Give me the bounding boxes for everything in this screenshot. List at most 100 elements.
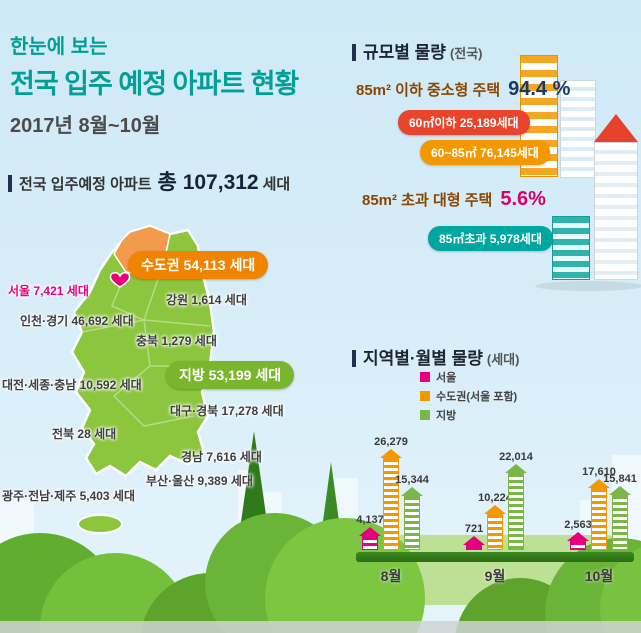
bar-value-label: 2,563	[564, 519, 592, 531]
bar-roof-icon	[588, 479, 610, 488]
large-housing-pct: 5.6%	[500, 188, 546, 210]
scale-title-scope: (전국)	[449, 46, 483, 61]
legend-item-capital: 수도권(서울 포함)	[420, 388, 517, 404]
label-incheon-gyeonggi: 인천·경기 46,692 세대	[20, 314, 134, 328]
regional-total-badge: 지방 53,199 세대	[166, 361, 295, 389]
bar-roof-icon	[567, 532, 589, 541]
bar-value-label: 22,014	[499, 451, 533, 463]
chart-months: 8월 9월 10월	[356, 566, 634, 586]
monthly-title-text: 지역별·월별 물량	[363, 349, 483, 368]
map-jeju-island	[77, 514, 123, 534]
badge-under-60: 60㎡이하 25,189세대	[398, 110, 530, 135]
bar-수도권(서울 포함)-9월: 10,224	[478, 492, 512, 550]
bar-body	[466, 545, 482, 550]
legend-swatch-regional	[420, 410, 430, 420]
bar-지방-8월: 15,344	[395, 474, 429, 550]
building-shadow	[535, 281, 641, 291]
month-label-10월: 10월	[584, 568, 614, 584]
bar-value-label: 17,610	[582, 466, 616, 478]
label-gwangju-jeonnam-jeju: 광주·전남·제주 5,403 세대	[2, 489, 136, 503]
bar-수도권(서울 포함)-10월: 17,610	[582, 466, 616, 550]
legend-item-regional: 지방	[420, 407, 517, 423]
label-chungbuk: 충북 1,279 세대	[136, 334, 217, 348]
label-gyeongnam: 경남 7,616 세대	[181, 450, 262, 464]
bar-value-label: 15,841	[603, 473, 637, 485]
bar-서울-8월: 4,137	[356, 514, 384, 550]
month-label-9월: 9월	[484, 568, 506, 584]
bar-body	[591, 488, 607, 550]
bar-roof-icon	[380, 449, 402, 458]
building-red-roof-icon	[594, 114, 638, 142]
legend-label-capital: 수도권(서울 포함)	[436, 391, 518, 403]
monthly-section-title: 지역별·월별 물량 (세대)	[352, 344, 519, 369]
label-daejeon-sejong-chungnam: 대전·세종·충남 10,592 세대	[2, 378, 142, 392]
map-mainland	[70, 224, 216, 478]
bar-group-8월: 4,137 26,279 15,344	[356, 436, 429, 550]
bar-body	[404, 496, 420, 550]
bar-value-label: 721	[464, 523, 484, 535]
bar-value-label: 4,137	[356, 514, 384, 526]
bar-roof-icon	[463, 536, 485, 545]
badge-over-85: 85㎡초과 5,978세대	[428, 226, 553, 251]
bar-roof-icon	[609, 486, 631, 495]
total-line: 전국 입주예정 아파트 총 107,312 세대	[8, 166, 290, 196]
bar-지방-9월: 22,014	[499, 451, 533, 550]
capital-total-badge: 수도권 54,113 세대	[128, 251, 269, 279]
bar-수도권(서울 포함)-8월: 26,279	[374, 436, 408, 550]
map-region-lines	[81, 261, 211, 427]
bar-body	[362, 536, 378, 550]
page-title: 전국 입주 예정 아파트 현황	[10, 69, 299, 99]
small-housing-pct: 94.4 %	[508, 78, 571, 100]
label-daegu-gyeongbuk: 대구·경북 17,278 세대	[170, 404, 284, 418]
bar-서울-9월: 721	[463, 523, 485, 550]
bar-body	[508, 473, 524, 550]
legend-label-regional: 지방	[436, 410, 457, 422]
month-label-8월: 8월	[380, 568, 402, 584]
small-housing-row: 85m² 이하 중소형 주택 94.4 %	[356, 78, 570, 101]
total-unit: 세대	[262, 176, 291, 193]
total-prefix: 전국 입주예정 아파트	[19, 176, 152, 193]
large-housing-label: 85m² 초과 대형 주택	[362, 192, 493, 209]
bar-roof-icon	[484, 505, 506, 514]
bar-body	[570, 541, 586, 550]
bar-value-label: 26,279	[374, 436, 408, 448]
building-tower-illustration	[594, 142, 638, 280]
badge-60-to-85: 60~85㎡ 76,145세대	[420, 140, 550, 165]
bar-value-label: 10,224	[478, 492, 512, 504]
section-bar-icon	[352, 44, 356, 61]
section-bar-icon	[352, 350, 356, 367]
monthly-chart: 4,137 26,279 15,344 721 10,224 22,014 2,563 17,…	[356, 424, 637, 586]
scale-title-text: 규모별 물량	[363, 43, 446, 62]
chart-bars: 4,137 26,279 15,344 721 10,224 22,014 2,563 17,…	[356, 424, 637, 550]
bar-roof-icon	[359, 527, 381, 536]
chart-baseline	[356, 552, 634, 562]
header: 한눈에 보는 전국 입주 예정 아파트 현황 2017년 8월~10월	[10, 30, 299, 138]
legend-item-seoul: 서울	[420, 369, 517, 385]
monthly-title-unit: (세대)	[486, 352, 520, 367]
header-kicker: 한눈에 보는	[10, 36, 108, 58]
large-housing-row: 85m² 초과 대형 주택 5.6%	[362, 188, 546, 211]
scale-section-title: 규모별 물량 (전국)	[352, 38, 483, 63]
building-white-illustration	[560, 80, 596, 178]
bar-group-9월: 721 10,224 22,014	[460, 451, 533, 550]
bar-roof-icon	[505, 464, 527, 473]
bar-서울-10월: 2,563	[564, 519, 592, 550]
seoul-heart-icon	[109, 272, 131, 288]
header-period: 2017년 8월~10월	[10, 115, 161, 137]
chart-legend: 서울 수도권(서울 포함) 지방	[420, 369, 517, 426]
section-bar-icon	[8, 175, 12, 192]
bar-지방-10월: 15,841	[603, 473, 637, 550]
small-housing-label: 85m² 이하 중소형 주택	[356, 82, 501, 99]
bar-body	[383, 458, 399, 550]
label-busan-ulsan: 부산·울산 9,389 세대	[146, 474, 253, 488]
bar-group-10월: 2,563 17,610 15,841	[564, 466, 637, 550]
label-jeonbuk: 전북 28 세대	[52, 427, 117, 441]
legend-label-seoul: 서울	[436, 372, 457, 384]
bar-body	[612, 495, 628, 550]
bar-body	[487, 514, 503, 550]
bar-value-label: 15,344	[395, 474, 429, 486]
label-gangwon: 강원 1,614 세대	[166, 293, 247, 307]
legend-swatch-capital	[420, 391, 430, 401]
bar-roof-icon	[401, 487, 423, 496]
